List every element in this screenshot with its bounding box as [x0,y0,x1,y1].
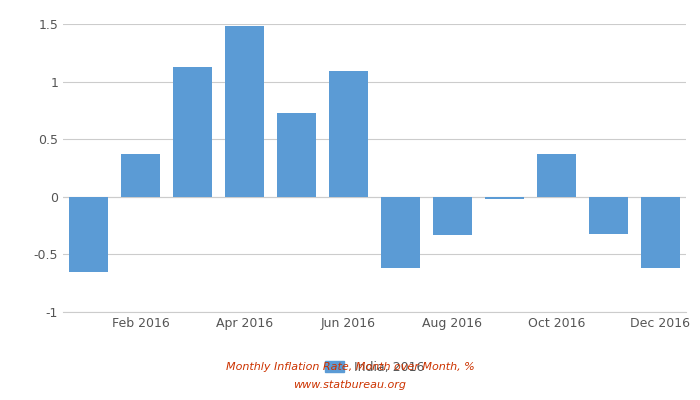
Bar [329,71,368,197]
Bar [277,113,316,197]
Bar [589,197,628,234]
Text: Monthly Inflation Rate, Month over Month, %: Monthly Inflation Rate, Month over Month… [225,362,475,372]
Bar [121,154,160,197]
Bar [640,197,680,268]
Text: www.statbureau.org: www.statbureau.org [293,380,407,390]
Bar [69,197,108,272]
Legend: India, 2016: India, 2016 [320,356,429,379]
Bar [485,197,524,199]
Bar [225,26,264,197]
Bar [537,154,575,197]
Bar [174,67,212,197]
Bar [433,197,472,235]
Bar [381,197,420,268]
